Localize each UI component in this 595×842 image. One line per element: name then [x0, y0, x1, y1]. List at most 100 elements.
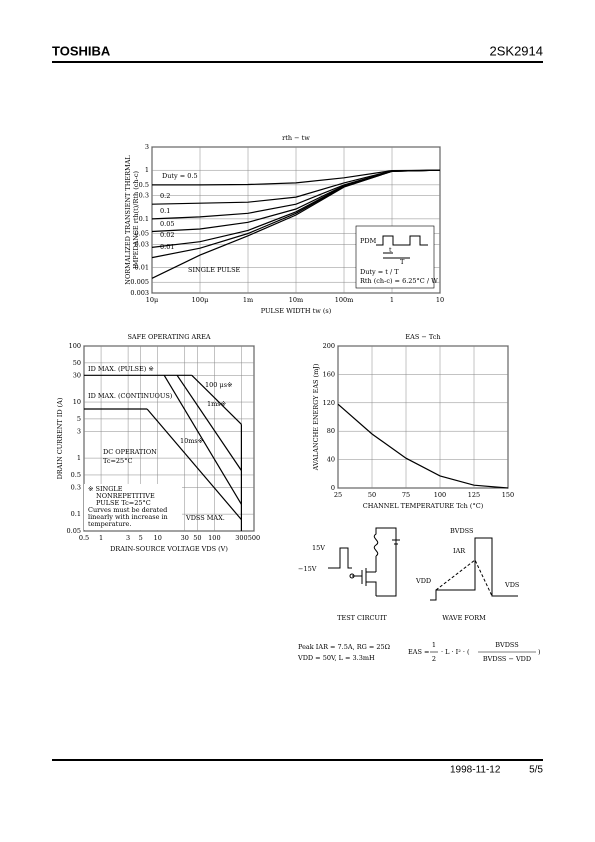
condition: VDD = 50V, L = 3.3mH [297, 654, 375, 662]
y-tick-label: 40 [327, 456, 335, 464]
curve-label: ID MAX. (CONTINUOUS) [88, 392, 173, 400]
curve-label: 0.02 [160, 231, 174, 239]
curve [146, 408, 242, 520]
formula-num: 1 [432, 641, 436, 649]
y-tick-label: 3 [77, 427, 81, 435]
formula-mid: · L · I² · ( [441, 648, 470, 656]
x-tick-label: 1 [99, 534, 103, 542]
inset-box [355, 225, 435, 289]
y-axis-label: AVALANCHE ENERGY EAS (mJ) [312, 363, 320, 471]
y-tick-label: 200 [323, 342, 335, 350]
curve-label: 0.1 [160, 207, 170, 215]
curve-label: VDSS MAX. [185, 514, 225, 522]
part-number: 2SK2914 [490, 43, 544, 58]
y-axis-label: DRAIN CURRENT ID (A) [56, 397, 64, 479]
page-number: 5/5 [529, 765, 543, 776]
chart: rth − tw 10μ 100μ 1m 10m 100m 1 10 3 1 0.5 0.3 0.1 0.… [124, 134, 444, 315]
x-tick-label: 3 [126, 534, 130, 542]
chart-title: SAFE OPERATING AREA [127, 333, 210, 341]
pulse-wave [376, 235, 428, 246]
annotation: linearly with increase in [88, 513, 168, 521]
x-tick-label: 300 [235, 534, 247, 542]
formula-den: 2 [432, 655, 436, 663]
annotation: t [389, 246, 392, 254]
x-tick-label: 50 [368, 491, 376, 499]
x-tick-label: 500 [248, 534, 260, 542]
x-axis-label: PULSE WIDTH tw (s) [261, 307, 332, 315]
bvdss: BVDSS [450, 527, 473, 535]
date: 1998-11-12 [450, 765, 501, 776]
annotation: ※ SINGLE [88, 485, 123, 493]
annotation: T [400, 258, 405, 266]
x-tick-label: 10 [436, 296, 444, 304]
y-axis-label: IMPEDANCE rth(t)/Rth (ch-c) [132, 171, 140, 269]
x-tick-label: 10 [154, 534, 162, 542]
x-tick-label: 0.5 [79, 534, 89, 542]
y-tick-label: 0.5 [139, 181, 149, 189]
y-tick-label: 0.05 [135, 230, 149, 238]
chart-title: EAS − Tch [405, 333, 440, 341]
y-tick-label: 80 [327, 427, 335, 435]
x-tick-label: 10μ [146, 296, 159, 304]
y-tick-label: 1 [77, 454, 81, 462]
chart-title: rth − tw [282, 134, 310, 142]
annotation: Duty = t / T [360, 268, 399, 276]
y-tick-label: 0.03 [135, 240, 149, 248]
annotation: PULSE Tc=25°C [96, 499, 151, 507]
chart: SAFE OPERATING AREA 0.5 1 3 5 10 30 50 100 300 500… [56, 333, 260, 553]
vgs-neg: −15V [298, 565, 317, 573]
formula-close: ) [538, 648, 541, 656]
test-circuit: 15V −15V TEST CIRCUIT [298, 527, 400, 622]
curve-label: 0.05 [160, 220, 174, 228]
curve [191, 374, 242, 425]
condition: Peak IAR = 7.5A, RG = 25Ω [298, 643, 390, 651]
y-tick-label: 0.1 [71, 510, 81, 518]
x-tick-label: 100m [335, 296, 354, 304]
curve [337, 403, 509, 489]
y-tick-label: 3 [145, 143, 149, 151]
x-tick-label: 100 [434, 491, 446, 499]
iar: IAR [453, 547, 466, 555]
annotation: NONREPETITIVE [96, 492, 155, 500]
y-tick-label: 120 [323, 399, 335, 407]
y-tick-label: 160 [323, 370, 335, 378]
curve-label: 100 μs※ [205, 381, 233, 389]
annotation: temperature. [88, 520, 131, 528]
x-tick-label: 150 [502, 491, 514, 499]
vgs-pos: 15V [312, 544, 325, 552]
caption: WAVE FORM [442, 614, 486, 622]
curve [163, 374, 242, 505]
x-tick-label: 30 [181, 534, 189, 542]
x-tick-label: 50 [193, 534, 201, 542]
x-tick-label: 1m [243, 296, 253, 304]
formula-frac-den: BVDSS − VDD [483, 655, 531, 663]
y-tick-label: 100 [69, 342, 81, 350]
brand: TOSHIBA [52, 43, 111, 58]
y-tick-label: 0.005 [130, 278, 149, 286]
x-tick-label: 25 [334, 491, 342, 499]
vds: VDS [504, 581, 519, 589]
y-tick-label: 10 [73, 398, 81, 406]
curve-label: 1ms※ [207, 400, 227, 408]
y-tick-label: 0.5 [71, 471, 81, 479]
annotation: Rth (ch-c) = 6.25°C / W [360, 277, 438, 285]
curve-label: ID MAX. (PULSE) ※ [88, 365, 154, 373]
formula-lhs: EAS = [408, 648, 429, 656]
x-axis-label: CHANNEL TEMPERATURE Tch (°C) [363, 502, 484, 510]
y-tick-label: 30 [73, 371, 81, 379]
pulse-dims [383, 252, 410, 259]
curve-label: SINGLE PULSE [188, 266, 241, 274]
x-tick-label: 5 [139, 534, 143, 542]
y-tick-label: 0.3 [71, 483, 81, 491]
y-tick-label: 1 [145, 166, 149, 174]
curve-label: DC OPERATION [103, 448, 157, 456]
y-tick-label: 5 [77, 415, 81, 423]
y-tick-label: 0.05 [67, 527, 81, 535]
wave-form: BVDSS IAR VDD VDS WAVE FORM [415, 527, 519, 622]
chart: EAS − Tch 25 50 75 100 125 150 0 40 80 120 160 200 CH… [312, 333, 514, 510]
caption: TEST CIRCUIT [337, 614, 387, 622]
x-tick-label: 10m [289, 296, 303, 304]
x-tick-label: 1 [390, 296, 394, 304]
